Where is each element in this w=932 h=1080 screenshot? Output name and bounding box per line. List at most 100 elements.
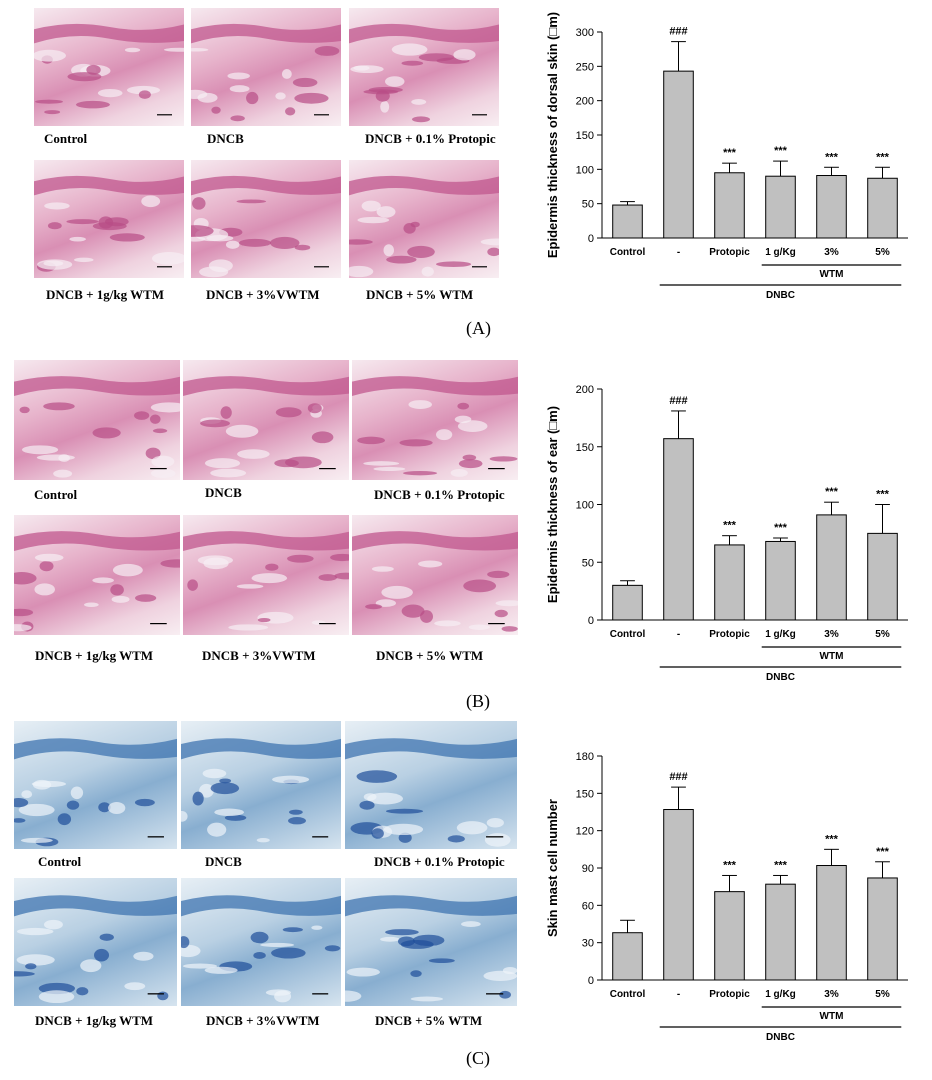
x-tick-label: 5% bbox=[875, 989, 890, 1000]
significance-label: *** bbox=[825, 486, 839, 498]
caption-wtm-1g: DNCB + 1g/kg WTM bbox=[46, 287, 165, 302]
y-tick-label: 100 bbox=[576, 164, 594, 176]
dnbc-group-label: DNBC bbox=[766, 1032, 795, 1043]
panel-a: Control DNCB DNCB + 0.1% Protopic DNCB +… bbox=[0, 0, 932, 350]
significance-label: *** bbox=[723, 859, 737, 871]
x-tick-label: 5% bbox=[875, 629, 890, 640]
y-tick-label: 150 bbox=[576, 130, 594, 142]
bar bbox=[714, 891, 745, 981]
caption-control: Control bbox=[34, 487, 78, 502]
caption-protopic: DNCB + 0.1% Protopic bbox=[374, 487, 505, 502]
panel-b: Control DNCB DNCB + 0.1% Protopic DNCB +… bbox=[0, 355, 932, 720]
caption-wtm-3: DNCB + 3%VWTM bbox=[206, 287, 320, 302]
micrograph-wtm-1g bbox=[14, 878, 177, 1006]
y-tick-label: 0 bbox=[588, 975, 594, 987]
micrograph-protopic bbox=[349, 8, 499, 126]
caption-wtm-1g: DNCB + 1g/kg WTM bbox=[35, 1013, 154, 1028]
x-tick-label: Protopic bbox=[709, 629, 750, 640]
y-tick-label: 0 bbox=[588, 615, 594, 627]
bar bbox=[867, 532, 898, 621]
micrograph-protopic bbox=[345, 721, 517, 849]
panel-letter-b: (B) bbox=[466, 691, 490, 711]
y-tick-label: 120 bbox=[576, 826, 594, 838]
bar bbox=[765, 883, 796, 981]
y-tick-label: 60 bbox=[582, 900, 594, 912]
bar bbox=[612, 584, 643, 621]
micrograph-control bbox=[14, 721, 177, 849]
x-tick-label: - bbox=[677, 629, 680, 640]
micrograph-dncb bbox=[181, 721, 341, 849]
y-tick-label: 200 bbox=[576, 384, 594, 396]
dnbc-group-label: DNBC bbox=[766, 672, 795, 683]
bar bbox=[714, 544, 745, 621]
chart-b: 0 50 100 150 200 Epidermis thickness of ear (… bbox=[530, 367, 930, 692]
bar bbox=[663, 438, 694, 621]
y-tick-label: 30 bbox=[582, 938, 594, 950]
micrograph-wtm-3 bbox=[181, 878, 341, 1006]
wtm-group-label: WTM bbox=[820, 1011, 844, 1022]
bar bbox=[867, 877, 898, 981]
bar bbox=[765, 175, 796, 239]
micrograph-wtm-3 bbox=[191, 160, 341, 278]
bar bbox=[612, 932, 643, 981]
caption-control: Control bbox=[44, 131, 88, 146]
significance-label: ### bbox=[669, 395, 687, 407]
bar bbox=[714, 172, 745, 239]
caption-protopic: DNCB + 0.1% Protopic bbox=[374, 854, 505, 869]
y-tick-label: 90 bbox=[582, 863, 594, 875]
bar bbox=[816, 514, 847, 621]
significance-label: *** bbox=[876, 846, 890, 858]
caption-protopic: DNCB + 0.1% Protopic bbox=[365, 131, 496, 146]
y-tick-label: 50 bbox=[582, 199, 594, 211]
micrograph-dncb bbox=[183, 360, 349, 480]
x-tick-label: Control bbox=[610, 629, 646, 640]
micrograph-wtm-1g bbox=[34, 160, 184, 278]
x-tick-label: Control bbox=[610, 247, 646, 258]
micrograph-wtm-5 bbox=[352, 515, 518, 635]
x-tick-label: - bbox=[677, 989, 680, 1000]
micrograph-dncb bbox=[191, 8, 341, 126]
bar bbox=[663, 70, 694, 239]
x-tick-label: 3% bbox=[824, 989, 839, 1000]
wtm-group-label: WTM bbox=[820, 651, 844, 662]
micrograph-protopic bbox=[352, 360, 518, 480]
significance-label: *** bbox=[825, 151, 839, 163]
bar-chart: 0 30 60 90 120 150 180 Skin mast cell number Con… bbox=[545, 751, 908, 1043]
y-tick-label: 150 bbox=[576, 442, 594, 454]
caption-wtm-5: DNCB + 5% WTM bbox=[375, 1013, 483, 1028]
significance-label: *** bbox=[774, 145, 788, 157]
significance-label: *** bbox=[723, 520, 737, 532]
significance-label: *** bbox=[876, 489, 890, 501]
micrograph-wtm-5 bbox=[349, 160, 499, 278]
wtm-group-label: WTM bbox=[820, 269, 844, 280]
caption-dncb: DNCB bbox=[205, 485, 242, 500]
x-tick-label: 1 g/Kg bbox=[765, 629, 796, 640]
x-tick-label: 1 g/Kg bbox=[765, 247, 796, 258]
x-tick-label: Control bbox=[610, 989, 646, 1000]
caption-wtm-3: DNCB + 3%VWTM bbox=[206, 1013, 320, 1028]
caption-dncb: DNCB bbox=[205, 854, 242, 869]
y-tick-label: 200 bbox=[576, 96, 594, 108]
significance-label: *** bbox=[723, 147, 737, 159]
significance-label: ### bbox=[669, 771, 687, 783]
caption-wtm-5: DNCB + 5% WTM bbox=[376, 648, 484, 663]
y-tick-label: 180 bbox=[576, 751, 594, 763]
bar-chart: 0 50 100 150 200 250 300 Epidermis thickness of… bbox=[545, 12, 908, 301]
bar bbox=[612, 204, 643, 239]
y-tick-label: 250 bbox=[576, 61, 594, 73]
y-tick-label: 100 bbox=[576, 500, 594, 512]
micrograph-control bbox=[14, 360, 180, 480]
caption-control: Control bbox=[38, 854, 82, 869]
y-tick-label: 50 bbox=[582, 557, 594, 569]
bar bbox=[867, 177, 898, 239]
micrograph-wtm-1g bbox=[14, 515, 180, 635]
significance-label: *** bbox=[774, 859, 788, 871]
y-axis-label: Skin mast cell number bbox=[545, 799, 560, 937]
x-tick-label: Protopic bbox=[709, 247, 750, 258]
caption-wtm-3: DNCB + 3%VWTM bbox=[202, 648, 316, 663]
panel-c: Control DNCB DNCB + 0.1% Protopic DNCB +… bbox=[0, 718, 932, 1080]
caption-dncb: DNCB bbox=[207, 131, 244, 146]
y-tick-label: 300 bbox=[576, 27, 594, 39]
significance-label: *** bbox=[876, 151, 890, 163]
y-axis-label: Epidermis thickness of dorsal skin (□m) bbox=[545, 12, 560, 258]
